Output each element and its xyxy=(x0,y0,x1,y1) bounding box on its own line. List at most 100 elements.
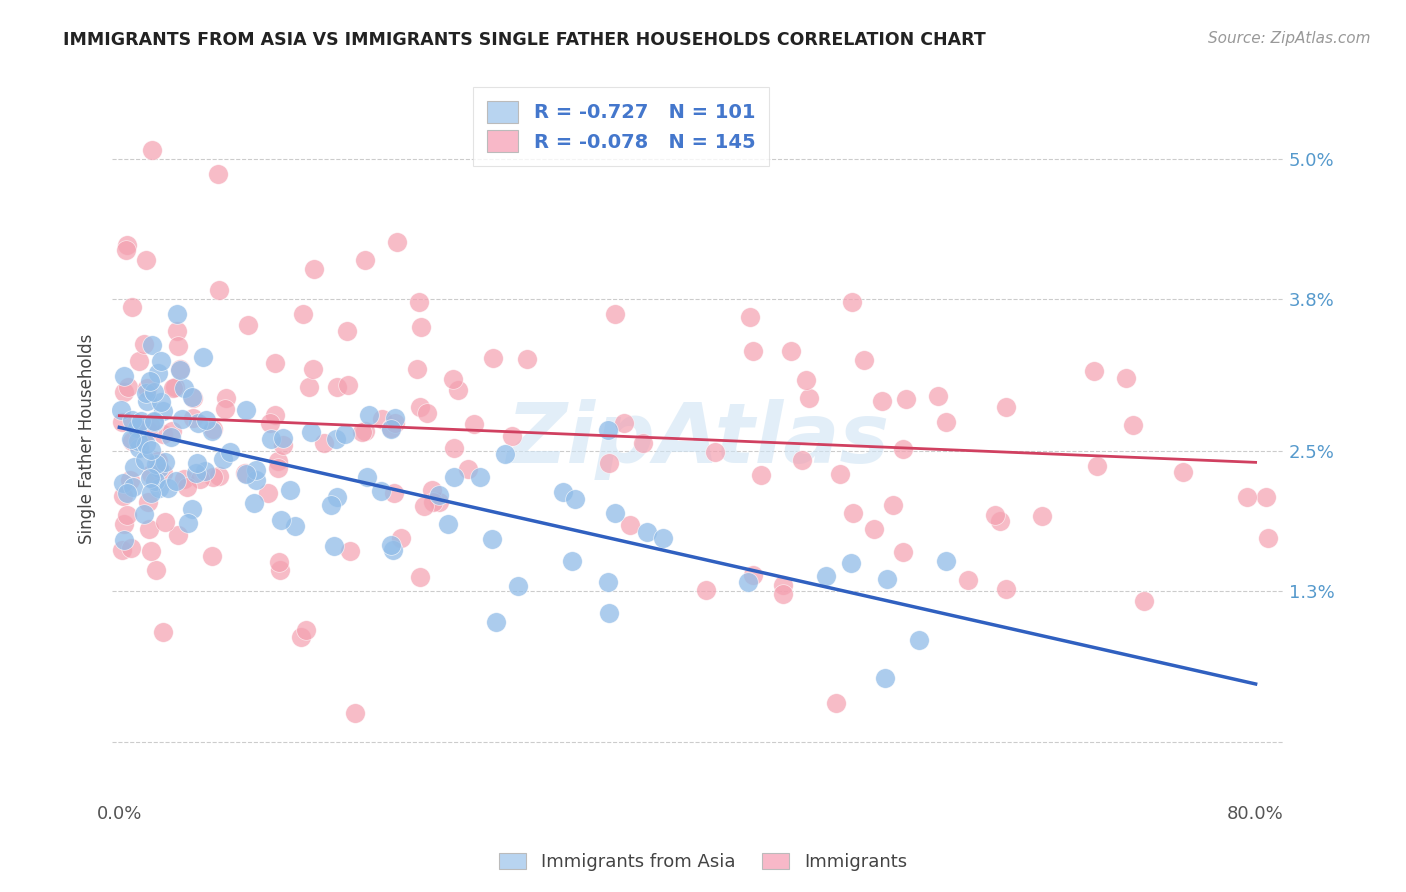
Point xyxy=(162,381,184,395)
Point xyxy=(111,416,134,430)
Point xyxy=(153,516,176,530)
Point xyxy=(264,355,287,369)
Point xyxy=(596,574,619,589)
Point xyxy=(389,531,412,545)
Point xyxy=(370,483,392,498)
Point xyxy=(354,252,377,267)
Point xyxy=(872,394,894,409)
Point xyxy=(382,542,405,557)
Point xyxy=(481,532,503,546)
Point xyxy=(166,474,188,488)
Point xyxy=(295,623,318,637)
Point xyxy=(506,579,529,593)
Point xyxy=(405,362,427,376)
Point xyxy=(551,485,574,500)
Point xyxy=(136,494,159,508)
Point xyxy=(742,343,765,358)
Point xyxy=(194,463,217,477)
Point xyxy=(190,472,212,486)
Point xyxy=(409,320,432,334)
Text: IMMIGRANTS FROM ASIA VS IMMIGRANTS SINGLE FATHER HOUSEHOLDS CORRELATION CHART: IMMIGRANTS FROM ASIA VS IMMIGRANTS SINGL… xyxy=(63,31,986,49)
Point xyxy=(166,324,188,338)
Point xyxy=(380,421,402,435)
Point xyxy=(292,307,315,321)
Point xyxy=(184,467,207,481)
Point xyxy=(152,466,174,480)
Point xyxy=(120,541,142,556)
Point xyxy=(218,445,240,459)
Point xyxy=(112,384,135,399)
Point xyxy=(115,243,138,257)
Point xyxy=(408,295,430,310)
Legend: R = -0.727   N = 101, R = -0.078   N = 145: R = -0.727 N = 101, R = -0.078 N = 145 xyxy=(474,87,769,166)
Point xyxy=(927,389,949,403)
Point xyxy=(371,412,394,426)
Point xyxy=(135,437,157,451)
Point xyxy=(1236,490,1258,504)
Point xyxy=(382,485,405,500)
Point xyxy=(111,543,134,558)
Point xyxy=(257,486,280,500)
Point xyxy=(1171,465,1194,479)
Point xyxy=(862,522,884,536)
Point xyxy=(1115,371,1137,385)
Point xyxy=(139,375,162,389)
Point xyxy=(446,384,468,398)
Point xyxy=(343,706,366,720)
Point xyxy=(420,483,443,497)
Point xyxy=(772,587,794,601)
Point xyxy=(186,457,208,471)
Point xyxy=(427,488,450,502)
Point xyxy=(742,568,765,582)
Point xyxy=(269,564,291,578)
Point xyxy=(501,429,523,443)
Point xyxy=(1083,363,1105,377)
Point xyxy=(135,394,157,409)
Point xyxy=(839,556,862,570)
Point xyxy=(129,414,152,428)
Point xyxy=(935,554,957,568)
Point xyxy=(169,362,191,376)
Point xyxy=(112,369,135,384)
Point xyxy=(957,573,980,587)
Point xyxy=(267,555,290,569)
Point xyxy=(468,470,491,484)
Point xyxy=(121,300,143,314)
Point xyxy=(935,415,957,429)
Point xyxy=(815,569,838,583)
Point xyxy=(141,338,163,352)
Point xyxy=(1085,458,1108,473)
Point xyxy=(169,362,191,376)
Point xyxy=(441,372,464,386)
Point xyxy=(143,474,166,488)
Point xyxy=(994,401,1017,415)
Point xyxy=(516,351,538,366)
Point xyxy=(780,343,803,358)
Point xyxy=(825,696,848,710)
Point xyxy=(891,545,914,559)
Point xyxy=(357,408,380,422)
Point xyxy=(1031,508,1053,523)
Point xyxy=(321,498,343,512)
Point xyxy=(323,540,346,554)
Point xyxy=(120,432,142,446)
Point xyxy=(457,462,479,476)
Point xyxy=(214,401,236,416)
Point xyxy=(298,380,321,394)
Point xyxy=(163,380,186,394)
Point xyxy=(141,143,163,157)
Point xyxy=(152,625,174,640)
Point xyxy=(128,441,150,455)
Point xyxy=(112,516,135,531)
Point xyxy=(907,632,929,647)
Point xyxy=(173,472,195,486)
Point xyxy=(598,456,620,470)
Point xyxy=(143,414,166,428)
Point xyxy=(245,473,267,487)
Point xyxy=(482,351,505,365)
Point xyxy=(794,373,817,387)
Point xyxy=(266,454,288,468)
Point xyxy=(463,417,485,431)
Point xyxy=(273,431,295,445)
Point xyxy=(243,495,266,509)
